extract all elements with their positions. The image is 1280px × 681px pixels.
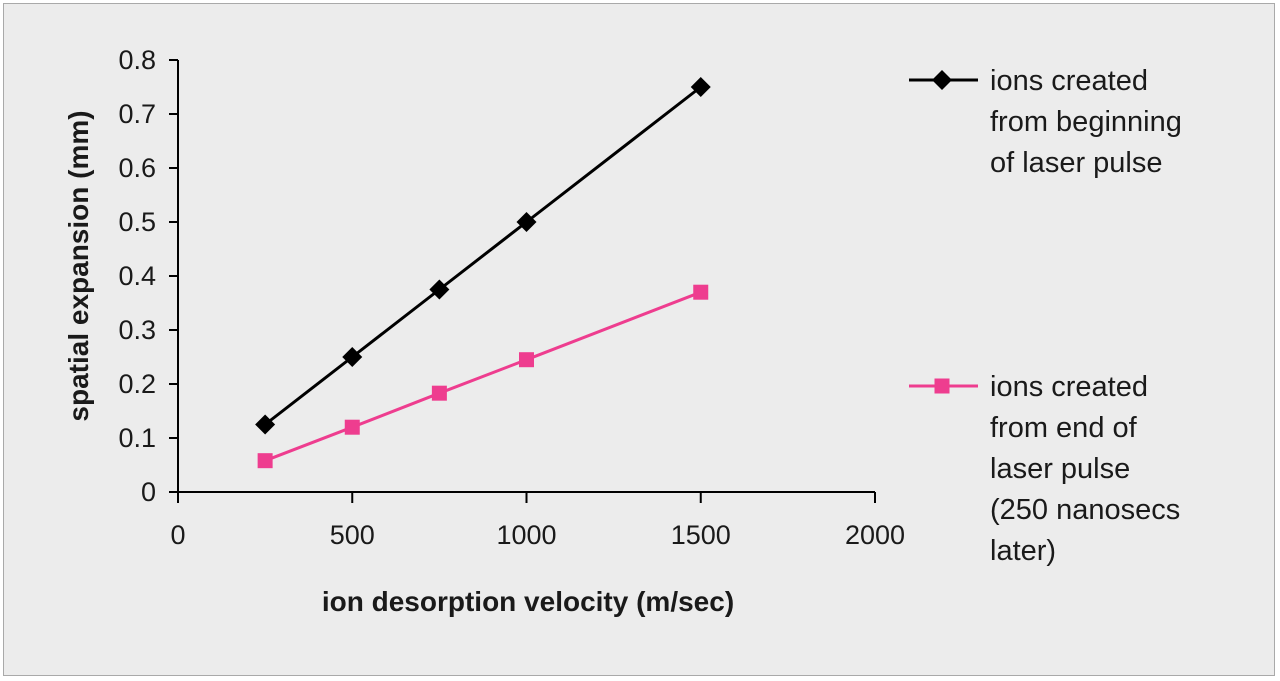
legend-label-line: laser pulse <box>990 453 1130 485</box>
x-tick-label: 1500 <box>671 520 731 550</box>
legend-marker <box>934 378 950 394</box>
series-0 <box>255 77 711 435</box>
data-point <box>519 352 534 368</box>
legend-label-line: of laser pulse <box>990 147 1163 179</box>
y-tick-label: 0 <box>141 477 156 507</box>
y-tick-label: 0.3 <box>118 315 156 345</box>
legend-label-line: (250 nanosecs <box>990 494 1180 526</box>
legend-label-line: from end of <box>990 412 1138 444</box>
legend-label-line: from beginning <box>990 106 1182 138</box>
legend-label-line: ions created <box>990 371 1148 403</box>
legend: ions created from beginning of laser pulse… <box>909 65 1182 567</box>
x-tick-label: 1000 <box>496 520 556 550</box>
y-tick-label: 0.1 <box>118 423 156 453</box>
y-tick-label: 0.7 <box>118 99 156 129</box>
chart-frame: 0 0.1 0.2 0.3 0.4 0.5 0.6 0.7 0.8 0 500 1000 1500 200… <box>3 3 1275 676</box>
data-point <box>693 284 709 300</box>
data-point <box>431 385 447 401</box>
y-tick-label: 0.2 <box>118 369 156 399</box>
data-point <box>690 77 711 97</box>
y-tick-label: 0.6 <box>118 153 156 183</box>
data-point <box>429 279 450 300</box>
y-tick-label: 0.4 <box>118 261 156 291</box>
series-1 <box>257 284 709 469</box>
series-line <box>264 290 702 463</box>
x-tick-label: 500 <box>330 520 375 550</box>
line-chart: 0 0.1 0.2 0.3 0.4 0.5 0.6 0.7 0.8 0 500 1000 1500 200… <box>63 45 1182 617</box>
y-tick-label: 0.5 <box>118 207 156 237</box>
x-axis-title: ion desorption velocity (m/sec) <box>322 586 734 617</box>
plot-area <box>255 77 711 469</box>
y-axis-title: spatial expansion (mm) <box>63 110 94 421</box>
legend-entry-0: ions created from beginning of laser pulse <box>909 65 1182 179</box>
x-tick-label: 2000 <box>845 520 905 550</box>
axes: 0 0.1 0.2 0.3 0.4 0.5 0.6 0.7 0.8 0 500 1000 1500 200… <box>118 45 905 550</box>
data-point <box>516 212 537 232</box>
data-point <box>342 347 363 367</box>
legend-label-line: ions created <box>990 65 1148 97</box>
legend-marker <box>932 70 952 90</box>
legend-entry-1: ions created from end of laser pulse (250 n… <box>909 371 1180 567</box>
x-tick-label: 0 <box>170 520 185 550</box>
series-line <box>264 85 702 426</box>
legend-label-line: later) <box>990 535 1056 567</box>
y-tick-label: 0.8 <box>118 45 156 75</box>
data-point <box>344 419 360 435</box>
data-point <box>257 453 273 469</box>
data-point <box>255 414 276 435</box>
